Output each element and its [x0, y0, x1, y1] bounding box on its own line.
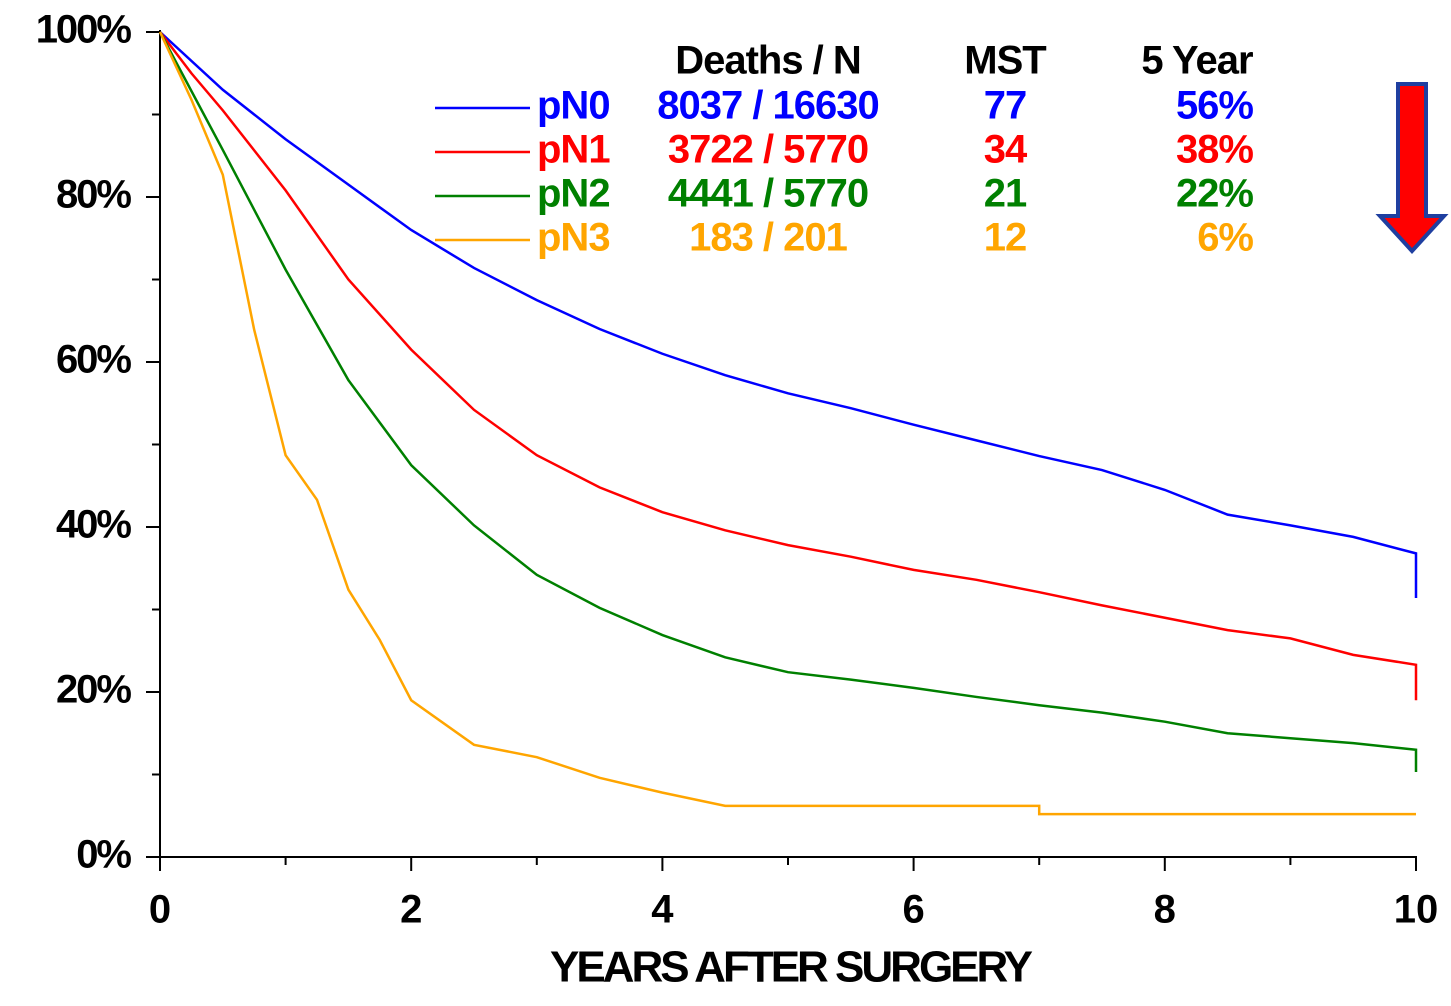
survival-curve	[159, 31, 1418, 701]
y-tick-label: 60%	[56, 338, 131, 382]
survival-curve	[158, 31, 1416, 816]
x-tick-label: 0	[149, 888, 171, 932]
legend-label: pN0	[537, 84, 610, 128]
legend-deaths-n: 4441 / 5770	[668, 172, 868, 216]
legend-mst: 12	[984, 216, 1027, 260]
survival-curve	[159, 31, 1418, 598]
legend-mst: 34	[984, 128, 1028, 172]
x-tick-label: 2	[400, 888, 422, 932]
legend-label: pN2	[537, 172, 610, 216]
x-tick-label: 10	[1394, 888, 1439, 932]
legend-five-year: 38%	[1176, 128, 1253, 172]
x-axis-title: YEARS AFTER SURGERY	[550, 943, 1033, 992]
legend-label: pN1	[537, 128, 610, 172]
legend-deaths-n: 3722 / 5770	[668, 128, 868, 172]
x-tick-label: 8	[1154, 888, 1176, 932]
legend-deaths-n: 8037 / 16630	[657, 84, 879, 128]
legend-header: 5 Year	[1141, 39, 1253, 83]
legend-five-year: 6%	[1197, 216, 1253, 260]
y-tick-label: 0%	[76, 833, 131, 877]
legend-header: Deaths / N	[675, 39, 861, 83]
y-tick-label: 100%	[36, 8, 132, 52]
y-tick-label: 80%	[56, 173, 131, 217]
y-tick-label: 20%	[56, 668, 131, 712]
x-tick-label: 4	[651, 888, 674, 932]
legend-mst: 77	[984, 84, 1027, 128]
legend-label: pN3	[537, 216, 610, 260]
x-tick-label: 6	[902, 888, 924, 932]
legend-header: MST	[964, 39, 1046, 83]
survival-curve	[158, 31, 1418, 773]
legend-mst: 21	[984, 172, 1027, 216]
legend-deaths-n: 183 / 201	[689, 216, 848, 260]
legend-five-year: 22%	[1176, 172, 1253, 216]
y-tick-label: 40%	[56, 503, 131, 547]
arrow	[1375, 82, 1449, 254]
legend-five-year: 56%	[1176, 84, 1253, 128]
